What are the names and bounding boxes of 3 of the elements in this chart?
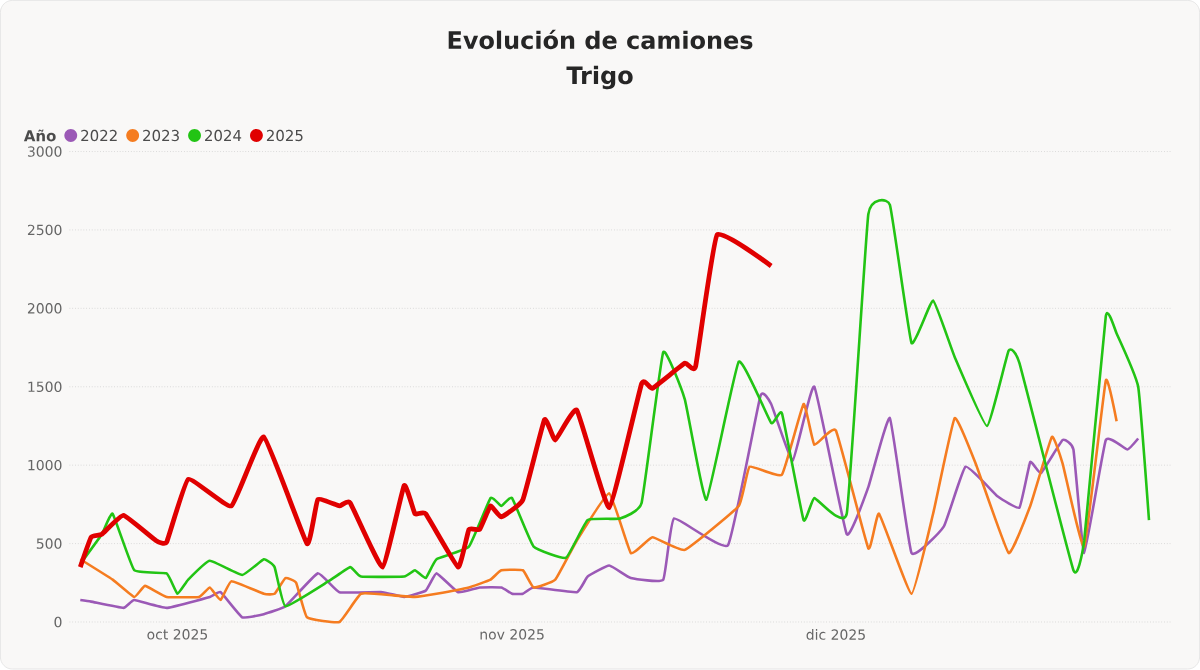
chart-subtitle: Trigo <box>566 66 633 90</box>
line-series <box>77 232 774 570</box>
chart-title: Evolución de camiones <box>448 29 753 50</box>
